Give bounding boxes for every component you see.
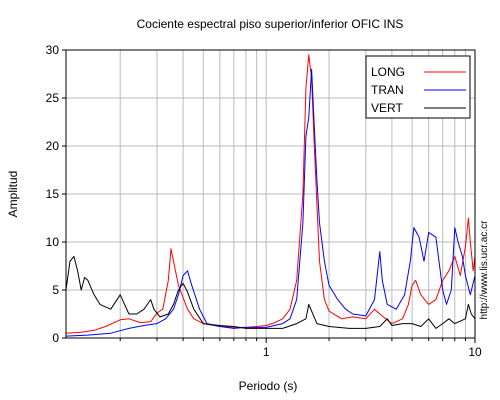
series-line-tran	[65, 68, 476, 337]
series-line-long	[65, 54, 476, 334]
x-axis-title: Periodo (s)	[239, 379, 298, 393]
x-tick-label: 1	[263, 345, 270, 359]
y-tick-label: 5	[52, 283, 59, 297]
legend-label-long: LONG	[371, 65, 405, 79]
y-tick-label: 25	[46, 91, 60, 105]
y-axis-title: Amplitud	[6, 171, 20, 218]
source-url: http://www.lis.ucr.ac.cr	[479, 220, 490, 320]
series-line-vert	[65, 255, 476, 329]
ticks	[62, 49, 476, 343]
series-layer	[65, 54, 476, 337]
y-tick-label: 10	[46, 235, 60, 249]
chart-title: Cociente espectral piso superior/inferio…	[137, 17, 404, 31]
legend-label-vert: VERT	[371, 101, 403, 115]
y-tick-label: 30	[46, 43, 60, 57]
y-tick-label: 15	[46, 187, 60, 201]
legend: LONG TRAN VERT	[365, 55, 471, 119]
legend-label-tran: TRAN	[371, 83, 404, 97]
y-tick-label: 0	[52, 331, 59, 345]
y-tick-label: 20	[46, 139, 60, 153]
tick-labels: 0 5 10 15 20 25 30 1 10	[46, 43, 482, 359]
x-tick-label: 10	[468, 345, 482, 359]
